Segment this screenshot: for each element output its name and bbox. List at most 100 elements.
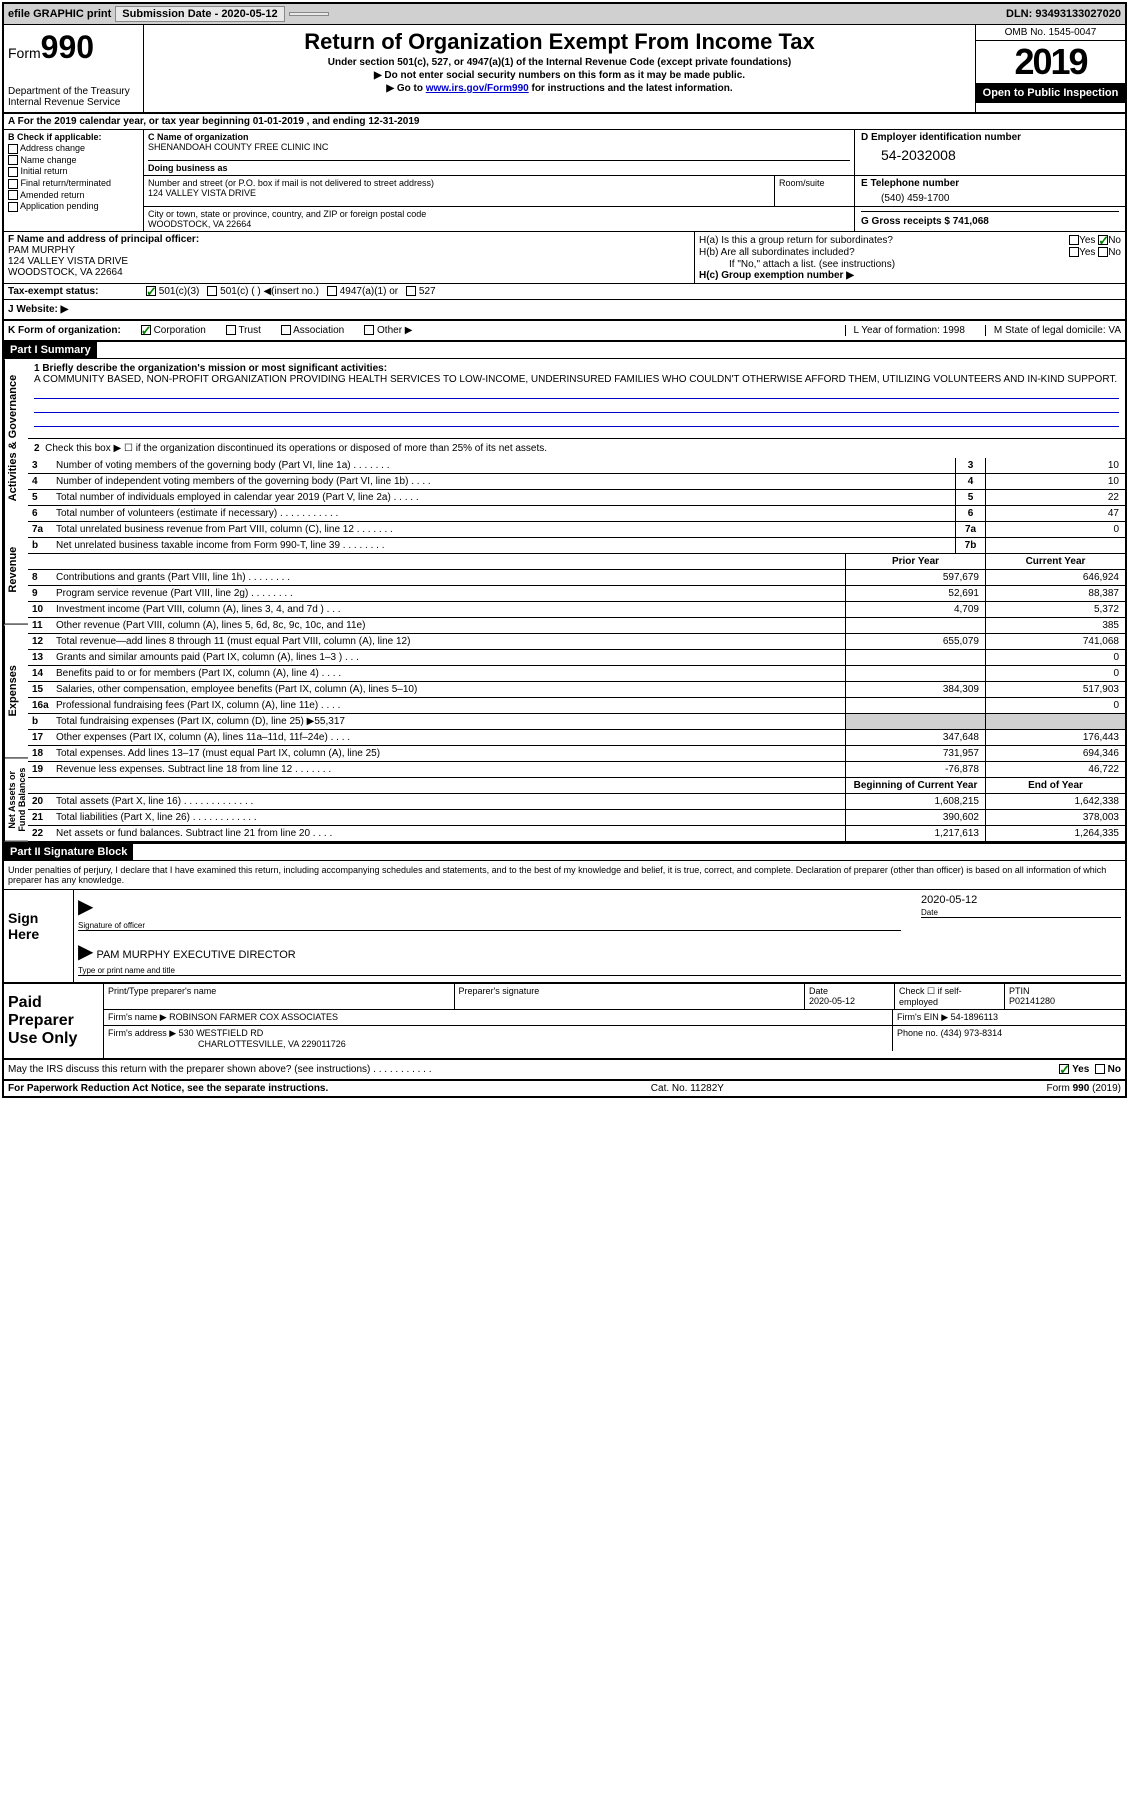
header-center: Return of Organization Exempt From Incom… [144, 25, 975, 112]
rev-line-11: 11Other revenue (Part VIII, column (A), … [28, 618, 1125, 634]
section-f: F Name and address of principal officer:… [4, 232, 695, 283]
line2-text: Check this box ▶ ☐ if the organization d… [45, 443, 547, 454]
street-address-box: Number and street (or P.O. box if mail i… [144, 176, 775, 206]
check-name-change[interactable]: Name change [8, 155, 139, 166]
rev-line-10: 10Investment income (Part VIII, column (… [28, 602, 1125, 618]
footer-right: Form 990 (2019) [1047, 1083, 1121, 1094]
city-box: City or town, state or province, country… [144, 207, 855, 231]
officer-addr2: WOODSTOCK, VA 22664 [8, 267, 690, 278]
side-net-assets: Net Assets or Fund Balances [4, 758, 28, 842]
status-4947[interactable]: 4947(a)(1) or [327, 286, 398, 297]
efile-label[interactable]: efile GRAPHIC print [8, 8, 111, 20]
fgh-row: F Name and address of principal officer:… [4, 232, 1125, 284]
submission-date-button[interactable]: Submission Date - 2020-05-12 [115, 6, 284, 22]
check-application-pending[interactable]: Application pending [8, 201, 139, 212]
gross-receipts-box: G Gross receipts $ 741,068 [855, 207, 1125, 231]
form-header: Form990 Department of the Treasury Inter… [4, 25, 1125, 114]
exp-line-b: bTotal fundraising expenses (Part IX, co… [28, 714, 1125, 730]
k-association[interactable]: Association [281, 325, 344, 336]
subtitle-1: Under section 501(c), 527, or 4947(a)(1)… [152, 57, 967, 68]
exp-line-19: 19Revenue less expenses. Subtract line 1… [28, 762, 1125, 778]
net-line-21: 21Total liabilities (Part X, line 26) . … [28, 810, 1125, 826]
footer-left: For Paperwork Reduction Act Notice, see … [8, 1083, 328, 1094]
ptin-cell: PTINP02141280 [1005, 984, 1125, 1009]
side-governance: Activities & Governance [4, 359, 28, 516]
sign-fields: ▶ Signature of officer 2020-05-12 Date ▶… [74, 890, 1125, 982]
rev-line-9: 9Program service revenue (Part VIII, lin… [28, 586, 1125, 602]
check-final-return[interactable]: Final return/terminated [8, 178, 139, 189]
discuss-yes[interactable]: Yes [1059, 1064, 1089, 1075]
form-container: efile GRAPHIC print Submission Date - 20… [2, 2, 1127, 1098]
klm-row: K Form of organization: Corporation Trus… [4, 321, 1125, 342]
subtitle-2: ▶ Do not enter social security numbers o… [152, 70, 967, 81]
h-note: If "No," attach a list. (see instruction… [699, 259, 1121, 270]
status-527[interactable]: 527 [406, 286, 435, 297]
dept-treasury: Department of the Treasury Internal Reve… [8, 86, 139, 108]
side-revenue: Revenue [4, 516, 28, 625]
h-b-label: H(b) Are all subordinates included? [699, 247, 855, 258]
org-name-box: C Name of organization SHENANDOAH COUNTY… [144, 130, 855, 175]
paid-preparer-fields: Print/Type preparer's name Preparer's si… [104, 984, 1125, 1058]
line2-checkbox-row: 2 Check this box ▶ ☐ if the organization… [28, 439, 1125, 458]
tax-status-row: Tax-exempt status: 501(c)(3) 501(c) ( ) … [4, 284, 1125, 300]
end-year-header: End of Year [985, 778, 1125, 793]
rev-line-12: 12Total revenue—add lines 8 through 11 (… [28, 634, 1125, 650]
check-initial-return[interactable]: Initial return [8, 166, 139, 177]
h-a-answer[interactable]: Yes No [1069, 235, 1121, 246]
section-cd: C Name of organization SHENANDOAH COUNTY… [144, 130, 1125, 231]
header-right: OMB No. 1545-0047 2019 Open to Public In… [975, 25, 1125, 112]
dba-label: Doing business as [148, 160, 850, 173]
begin-year-header: Beginning of Current Year [845, 778, 985, 793]
h-b-answer[interactable]: Yes No [1069, 247, 1121, 258]
summary-body: Activities & Governance Revenue Expenses… [4, 359, 1125, 842]
mission-box: 1 Briefly describe the organization's mi… [28, 359, 1125, 439]
addr-label: Number and street (or P.O. box if mail i… [148, 178, 434, 188]
row-a-tax-year: A For the 2019 calendar year, or tax yea… [4, 114, 1125, 130]
irs-link[interactable]: www.irs.gov/Form990 [426, 83, 529, 94]
ein-value: 54-2032008 [861, 143, 1119, 163]
check-address-change[interactable]: Address change [8, 143, 139, 154]
prior-current-header: Prior Year Current Year [28, 554, 1125, 570]
sign-here-block: Sign Here ▶ Signature of officer 2020-05… [4, 890, 1125, 984]
mission-text: A COMMUNITY BASED, NON-PROFIT ORGANIZATI… [34, 374, 1119, 385]
officer-addr1: 124 VALLEY VISTA DRIVE [8, 256, 690, 267]
goto-prefix: ▶ Go to [386, 83, 425, 94]
firm-name-cell: Firm's name ▶ ROBINSON FARMER COX ASSOCI… [104, 1010, 893, 1025]
check-amended-return[interactable]: Amended return [8, 190, 139, 201]
exp-line-14: 14Benefits paid to or for members (Part … [28, 666, 1125, 682]
subtitle-3: ▶ Go to www.irs.gov/Form990 for instruct… [152, 83, 967, 94]
gov-line-6: 6Total number of volunteers (estimate if… [28, 506, 1125, 522]
status-501c3[interactable]: 501(c)(3) [146, 286, 199, 297]
prior-year-header: Prior Year [845, 554, 985, 569]
form-title: Return of Organization Exempt From Incom… [152, 29, 967, 55]
sig-date-value: 2020-05-12 [921, 894, 1121, 906]
discuss-no[interactable]: No [1095, 1064, 1121, 1075]
top-bar: efile GRAPHIC print Submission Date - 20… [4, 4, 1125, 25]
declaration-text: Under penalties of perjury, I declare th… [4, 861, 1125, 890]
dln-label: DLN: 93493133027020 [1006, 8, 1121, 20]
k-corporation[interactable]: Corporation [141, 325, 206, 336]
officer-label: F Name and address of principal officer: [8, 234, 690, 245]
section-b-header: B Check if applicable: [8, 132, 139, 142]
part-2-header-row: Part II Signature Block [4, 842, 1125, 861]
tax-year: 2019 [976, 41, 1125, 83]
blank-button[interactable] [289, 12, 329, 16]
gov-line-4: 4Number of independent voting members of… [28, 474, 1125, 490]
self-employed-cell[interactable]: Check ☐ if self-employed [895, 984, 1005, 1009]
addr-value: 124 VALLEY VISTA DRIVE [148, 188, 770, 198]
exp-line-16a: 16aProfessional fundraising fees (Part I… [28, 698, 1125, 714]
gross-receipts-value: G Gross receipts $ 741,068 [861, 211, 1119, 227]
k-label: K Form of organization: [8, 325, 121, 336]
paid-preparer-label: Paid Preparer Use Only [4, 984, 104, 1058]
m-state: M State of legal domicile: VA [985, 325, 1121, 336]
k-trust[interactable]: Trust [226, 325, 261, 336]
omb-number: OMB No. 1545-0047 [976, 25, 1125, 41]
status-501c[interactable]: 501(c) ( ) ◀(insert no.) [207, 286, 319, 297]
l-year: L Year of formation: 1998 [845, 325, 965, 336]
begin-end-header: Beginning of Current Year End of Year [28, 778, 1125, 794]
k-other[interactable]: Other ▶ [364, 325, 412, 336]
form-990-number: 990 [41, 29, 94, 65]
firm-phone-cell: Phone no. (434) 973-8314 [893, 1026, 1125, 1051]
current-year-header: Current Year [985, 554, 1125, 569]
city-label: City or town, state or province, country… [148, 209, 426, 219]
